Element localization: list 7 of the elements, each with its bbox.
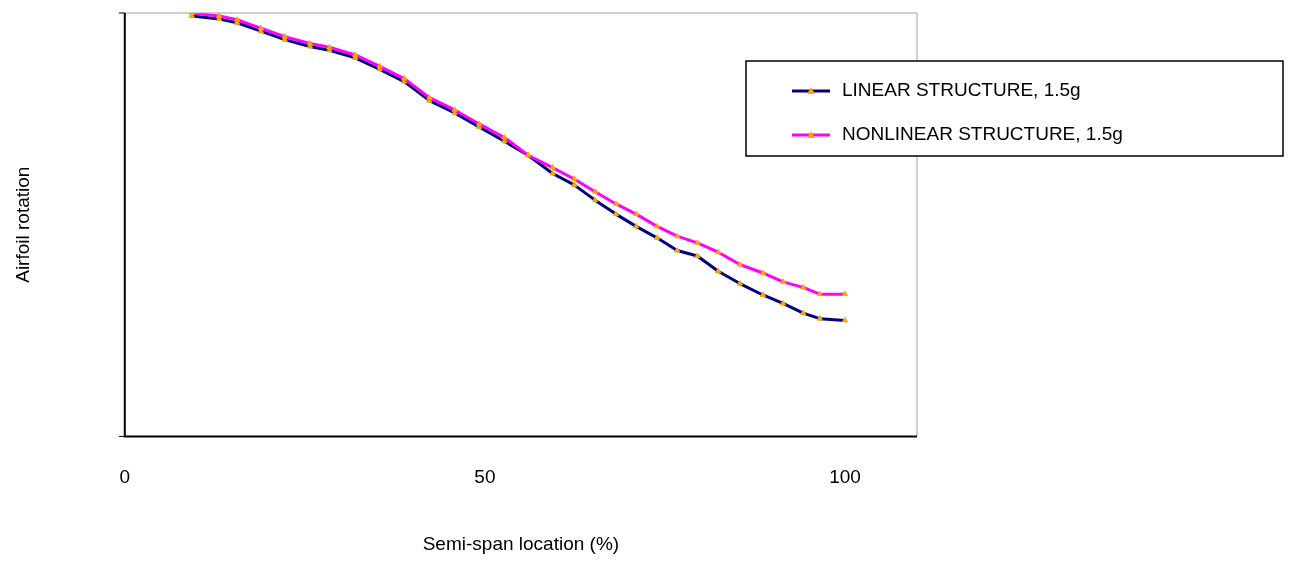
x-tick-label: 100	[829, 466, 861, 488]
y-axis-title: Airfoil rotation	[11, 166, 33, 283]
legend-label: NONLINEAR STRUCTURE, 1.5g	[842, 123, 1123, 145]
legend-label: LINEAR STRUCTURE, 1.5g	[842, 79, 1081, 101]
x-axis-title: Semi-span location (%)	[422, 532, 620, 554]
x-tick-label: 0	[119, 466, 131, 488]
x-tick-label: 50	[474, 466, 496, 488]
